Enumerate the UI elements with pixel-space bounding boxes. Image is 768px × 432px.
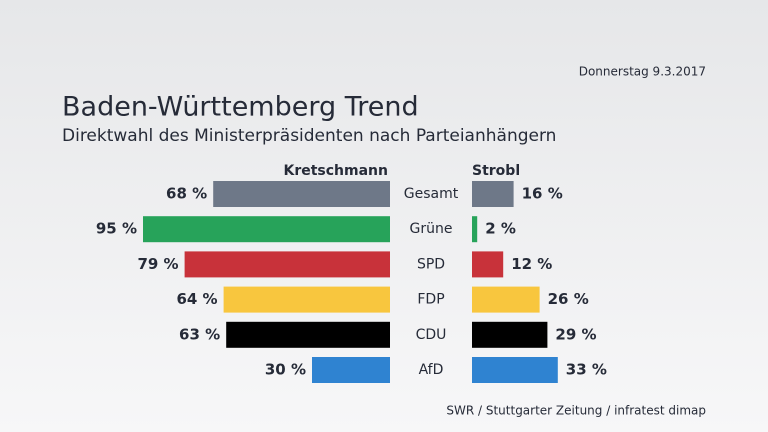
value-label: 63 % [179, 325, 220, 343]
value-label: 95 % [96, 220, 137, 238]
chart-subtitle: Direktwahl des Ministerpräsidenten nach … [62, 126, 556, 146]
bar [312, 357, 390, 383]
bar [472, 216, 478, 243]
value-label: 2 % [485, 220, 516, 238]
date: Donnerstag 9.3.2017 [579, 65, 706, 79]
bar [472, 321, 548, 348]
bar [213, 181, 390, 207]
value-label: 30 % [265, 361, 306, 379]
value-label: 12 % [511, 255, 552, 273]
bar [472, 181, 514, 207]
bar [143, 216, 390, 243]
value-label: 79 % [137, 255, 178, 273]
value-label: 64 % [176, 290, 217, 308]
series-label: Strobl [472, 163, 520, 179]
value-label: 33 % [566, 361, 607, 379]
chart-title: Baden-Württemberg Trend [62, 92, 419, 123]
category-label: AfD [419, 362, 444, 378]
bar [223, 286, 390, 313]
bar [472, 357, 558, 383]
bar [472, 286, 540, 313]
value-label: 26 % [548, 290, 589, 308]
category-label: CDU [416, 327, 447, 343]
value-label: 16 % [522, 185, 563, 203]
value-label: 68 % [166, 185, 207, 203]
category-label: SPD [417, 256, 445, 272]
category-label: Grüne [410, 221, 453, 237]
source: SWR / Stuttgarter Zeitung / infratest di… [446, 404, 706, 418]
bar [184, 251, 390, 278]
series-label: Kretschmann [283, 163, 388, 179]
bar [226, 321, 390, 348]
category-label: Gesamt [404, 186, 459, 202]
bar [472, 251, 504, 278]
value-label: 29 % [555, 325, 596, 343]
category-label: FDP [417, 292, 444, 308]
